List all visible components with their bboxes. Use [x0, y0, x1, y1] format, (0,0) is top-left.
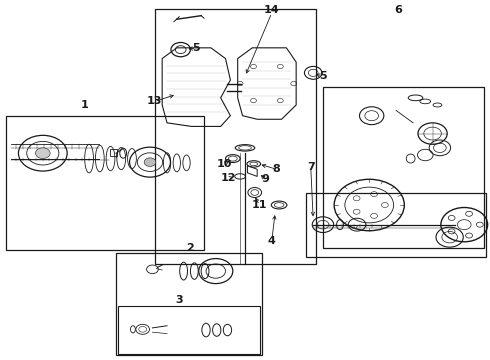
Text: 6: 6	[394, 5, 402, 15]
Text: 13: 13	[147, 96, 163, 107]
Text: 3: 3	[175, 295, 183, 305]
Bar	[306, 193, 486, 257]
Circle shape	[144, 158, 156, 166]
Bar	[116, 253, 262, 355]
Text: 10: 10	[217, 159, 232, 169]
Text: 8: 8	[273, 164, 281, 174]
Bar	[118, 306, 260, 354]
Text: 5: 5	[193, 43, 200, 53]
Text: 7: 7	[307, 162, 315, 172]
Text: 5: 5	[319, 71, 327, 81]
Text: 11: 11	[252, 200, 268, 210]
Bar	[155, 9, 316, 264]
Bar	[323, 87, 484, 248]
Text: 12: 12	[221, 173, 237, 183]
Bar	[6, 116, 203, 249]
Text: 2: 2	[187, 243, 195, 253]
Circle shape	[35, 148, 50, 158]
Bar	[110, 149, 117, 157]
Text: 1: 1	[80, 100, 88, 110]
Text: 4: 4	[268, 236, 276, 246]
Text: 9: 9	[262, 174, 270, 184]
Text: 14: 14	[264, 5, 280, 15]
